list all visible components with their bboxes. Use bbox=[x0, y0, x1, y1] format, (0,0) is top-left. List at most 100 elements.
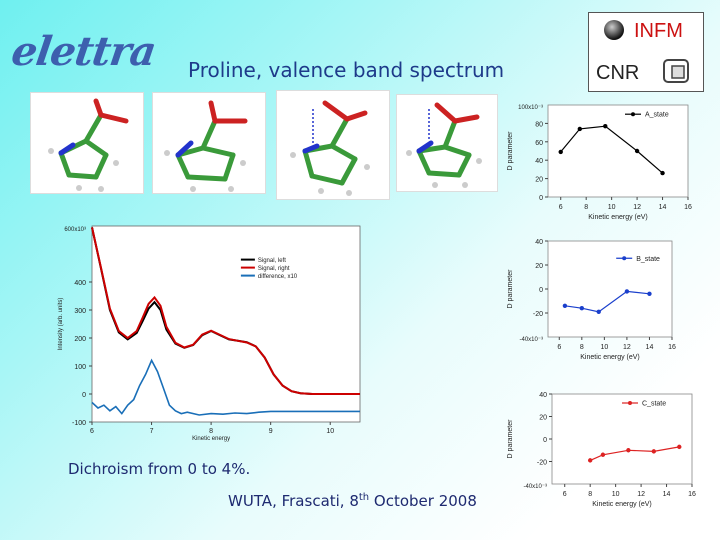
y-tick-label: 20 bbox=[535, 263, 543, 270]
y-tick-label: 0 bbox=[539, 287, 543, 294]
molecule-image-2 bbox=[152, 92, 266, 194]
x-axis-label: Kinetic energy (eV) bbox=[592, 501, 652, 508]
y-tick-label: -20 bbox=[533, 311, 543, 318]
page-title: Proline, valence band spectrum bbox=[188, 58, 505, 82]
data-point bbox=[626, 448, 631, 453]
y-multiplier-label: -40x10⁻³ bbox=[523, 484, 547, 490]
plot-area bbox=[91, 225, 361, 423]
y-tick-label: 0 bbox=[539, 195, 543, 202]
data-point bbox=[600, 452, 606, 457]
legend-label: C_state bbox=[642, 401, 666, 408]
x-tick-label: 12 bbox=[637, 491, 645, 498]
infm-globe-icon bbox=[604, 20, 624, 40]
cnr-label: CNR bbox=[596, 62, 640, 84]
legend-label: difference, x10 bbox=[258, 274, 298, 280]
x-tick-label: 6 bbox=[563, 491, 567, 498]
y-tick-label: 40 bbox=[535, 239, 543, 246]
x-tick-label: 10 bbox=[608, 204, 616, 211]
x-tick-label: 14 bbox=[663, 491, 671, 498]
data-point bbox=[624, 289, 630, 294]
b-state-chart: 40 20 0 -20 -40x10⁻³ 6 8 10 12 14 16 Kinetic energy… bbox=[507, 239, 676, 361]
plot-area bbox=[547, 104, 689, 198]
cnr-logo-icon bbox=[663, 59, 689, 83]
x-tick-label: 8 bbox=[209, 428, 213, 435]
x-tick-label: 16 bbox=[688, 491, 696, 498]
y-tick-label: -20 bbox=[537, 460, 547, 467]
legend-marker bbox=[628, 401, 632, 405]
molecule-image-1 bbox=[30, 92, 144, 194]
x-tick-label: 14 bbox=[659, 204, 667, 211]
x-tick-label: 14 bbox=[646, 344, 654, 351]
x-axis-label: Kinetic energy (eV) bbox=[588, 214, 648, 221]
dichroism-note: Dichroism from 0 to 4%. bbox=[68, 460, 251, 478]
x-tick-label: 12 bbox=[623, 344, 631, 351]
x-tick-label: 16 bbox=[668, 344, 676, 351]
y-tick-label: 0 bbox=[82, 392, 86, 399]
data-point bbox=[558, 149, 563, 155]
x-tick-label: 8 bbox=[580, 344, 584, 351]
c-state-chart: 40 20 0 -20 -40x10⁻³ 6 8 10 12 14 16 Kinetic energy… bbox=[507, 392, 696, 508]
plot-area bbox=[551, 393, 693, 485]
a-state-chart: 0 20 40 60 80 100x10⁻³ 6 8 10 12 14 16 Kinetic energ… bbox=[507, 104, 692, 221]
y-tick-label: 80 bbox=[535, 121, 543, 128]
spectrum-chart: -100 0 100 200 300 400 600x10³ 6 7 8 9 10 Kinetic en… bbox=[58, 225, 361, 442]
x-tick-label: 10 bbox=[600, 344, 608, 351]
legend-marker bbox=[622, 256, 627, 261]
x-axis-label: Kinetic energy bbox=[192, 436, 230, 442]
x-tick-label: 7 bbox=[150, 428, 154, 435]
legend-label: Signal, left bbox=[258, 258, 286, 264]
x-tick-label: 6 bbox=[90, 428, 94, 435]
legend-label: Signal, right bbox=[258, 266, 290, 272]
y-axis-label: D parameter bbox=[507, 131, 514, 171]
data-point bbox=[603, 123, 608, 129]
data-point bbox=[634, 148, 640, 154]
data-point bbox=[587, 458, 593, 463]
y-tick-label: 60 bbox=[535, 140, 543, 147]
data-point bbox=[651, 449, 657, 454]
y-axis-label: D parameter bbox=[507, 269, 514, 309]
x-tick-label: 8 bbox=[588, 491, 592, 498]
series-line-3 bbox=[91, 358, 360, 416]
x-tick-label: 12 bbox=[633, 204, 641, 211]
y-tick-label: 400 bbox=[74, 280, 86, 287]
y-tick-label: 40 bbox=[535, 158, 543, 165]
x-tick-label: 8 bbox=[584, 204, 588, 211]
y-axis-label: D parameter bbox=[507, 419, 514, 459]
x-tick-label: 9 bbox=[269, 428, 273, 435]
y-multiplier-label: -40x10⁻³ bbox=[519, 337, 543, 343]
plot-area bbox=[547, 240, 673, 338]
x-tick-label: 10 bbox=[326, 428, 334, 435]
data-point bbox=[579, 306, 585, 311]
legend-label: B_state bbox=[636, 256, 660, 263]
y-tick-label: 300 bbox=[74, 308, 86, 315]
y-tick-label: 20 bbox=[535, 177, 543, 184]
y-axis-label: Intensity (arb. units) bbox=[58, 298, 64, 351]
data-point bbox=[647, 291, 652, 296]
y-tick-label: 200 bbox=[74, 336, 86, 343]
series-line-2 bbox=[91, 227, 360, 395]
x-tick-label: 6 bbox=[559, 204, 563, 211]
data-point bbox=[660, 170, 665, 176]
legend-label: A_state bbox=[645, 112, 669, 119]
data-point bbox=[596, 309, 601, 314]
elettra-logo: elettra bbox=[8, 28, 159, 75]
footer-text: WUTA, Frascati, 8th October 2008 bbox=[228, 492, 477, 510]
infm-label: INFM bbox=[634, 20, 683, 42]
y-multiplier-label: 100x10⁻³ bbox=[518, 105, 543, 111]
y-multiplier-label: 600x10³ bbox=[64, 227, 86, 233]
y-tick-label: -100 bbox=[72, 420, 86, 427]
y-tick-label: 100 bbox=[74, 364, 86, 371]
y-tick-label: 40 bbox=[539, 392, 547, 399]
molecule-image-3 bbox=[276, 90, 390, 200]
y-tick-label: 0 bbox=[543, 437, 547, 444]
data-point bbox=[577, 126, 583, 132]
molecule-image-4 bbox=[396, 94, 498, 192]
x-tick-label: 10 bbox=[612, 491, 620, 498]
data-point bbox=[562, 303, 568, 308]
y-tick-label: 20 bbox=[539, 415, 547, 422]
x-axis-label: Kinetic energy (eV) bbox=[580, 354, 640, 361]
x-tick-label: 16 bbox=[684, 204, 692, 211]
data-point bbox=[677, 444, 682, 450]
legend-marker bbox=[631, 112, 635, 117]
x-tick-label: 6 bbox=[557, 344, 561, 351]
